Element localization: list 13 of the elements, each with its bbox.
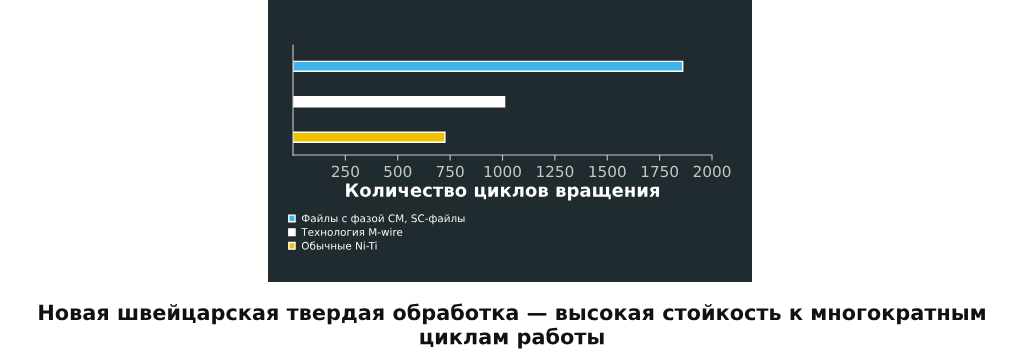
text: Новая швейцарская твердая обработка — высокая стойкость к многократным циклам работы — [39, 303, 985, 349]
x-tick-label: 750 — [436, 165, 464, 178]
x-tick-label: 1750 — [641, 165, 679, 178]
legend-label: Файлы с фазой CM, SC-файлы — [301, 214, 465, 225]
x-axis-title: Количество циклов вращения — [346, 183, 660, 201]
x-tick-label: 1000 — [484, 165, 521, 178]
x-tick-label: 2000 — [693, 165, 731, 178]
x-tick-label: 250 — [331, 165, 359, 178]
x-tick-label: 1250 — [537, 165, 574, 178]
legend-label: Технология M-wire — [301, 227, 403, 236]
x-tick-label: 500 — [384, 165, 412, 178]
legend-label: Обычные Ni-Ti — [301, 241, 377, 250]
x-tick-label: 1500 — [589, 165, 626, 178]
